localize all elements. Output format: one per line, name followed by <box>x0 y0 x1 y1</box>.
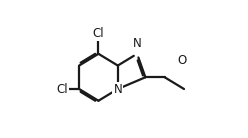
Text: Cl: Cl <box>56 83 68 95</box>
Text: Cl: Cl <box>93 27 104 40</box>
Text: N: N <box>113 83 122 95</box>
Text: N: N <box>133 37 142 50</box>
Text: O: O <box>178 54 187 67</box>
